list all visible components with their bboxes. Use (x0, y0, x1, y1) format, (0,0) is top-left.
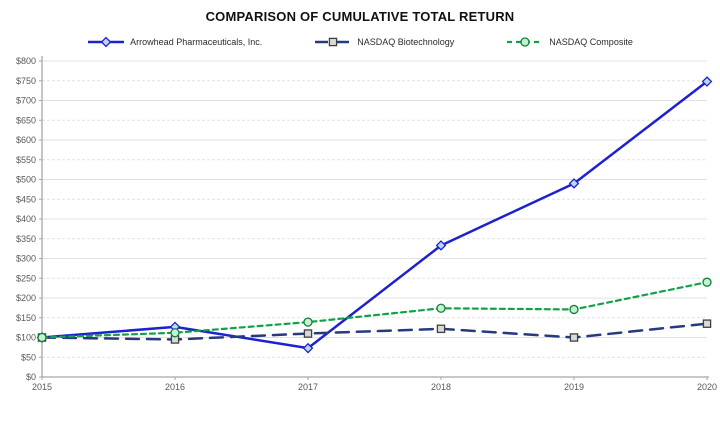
legend-item-3: NASDAQ Composite (506, 36, 633, 48)
data-point-marker (302, 342, 314, 354)
legend-item-2: NASDAQ Biotechnology (314, 36, 454, 48)
y-tick-label: $650 (16, 115, 36, 125)
y-tick-label: $400 (16, 214, 36, 224)
series-line-1 (40, 80, 709, 350)
y-tick-label: $600 (16, 135, 36, 145)
y-tick-label: $750 (16, 76, 36, 86)
y-tick-label: $800 (16, 56, 36, 66)
series-line-3 (40, 281, 709, 339)
data-point-marker (568, 178, 580, 189)
legend-label: Arrowhead Pharmaceuticals, Inc. (130, 37, 263, 47)
chart-legend: Arrowhead Pharmaceuticals, Inc. NASDAQ Bi… (0, 34, 720, 50)
data-point-marker (569, 304, 579, 315)
y-tick-label: $250 (16, 273, 36, 283)
y-tick-label: $300 (16, 254, 36, 264)
data-point-marker (436, 303, 446, 313)
y-tick-label: $450 (16, 194, 36, 204)
y-tick-label: $50 (21, 352, 36, 362)
x-tick-label: 2017 (298, 382, 318, 392)
y-tick-label: $200 (16, 293, 36, 303)
data-point-marker (303, 317, 313, 327)
y-tick-label: $0 (26, 372, 36, 382)
y-tick-label: $700 (16, 96, 36, 106)
legend-label: NASDAQ Composite (549, 37, 633, 47)
data-point-marker (328, 37, 338, 47)
x-tick-label: 2018 (431, 382, 451, 392)
x-tick-label: 2020 (697, 382, 717, 392)
x-tick-label: 2016 (165, 382, 185, 392)
y-tick-label: $550 (16, 155, 36, 165)
data-point-marker (435, 240, 447, 251)
data-point-marker (37, 332, 47, 343)
y-tick-label: $150 (16, 313, 36, 323)
legend-swatch-icon (315, 37, 352, 47)
data-point-marker (702, 277, 712, 287)
legend-swatch-icon (507, 37, 544, 47)
legend-swatch-icon (88, 36, 125, 48)
data-point-marker (436, 324, 446, 334)
chart-title: COMPARISON OF CUMULATIVE TOTAL RETURN (205, 9, 515, 24)
data-point-marker (569, 333, 579, 342)
y-tick-label: $100 (16, 333, 36, 343)
series-line-2 (40, 322, 709, 341)
data-point-marker (702, 319, 712, 328)
legend-label: NASDAQ Biotechnology (357, 37, 455, 47)
y-tick-label: $350 (16, 234, 36, 244)
data-point-marker (520, 37, 530, 47)
data-point-marker (100, 36, 112, 48)
data-point-marker (701, 76, 713, 87)
x-tick-label: 2015 (32, 382, 52, 392)
x-tick-label: 2019 (564, 382, 584, 392)
legend-item-1: Arrowhead Pharmaceuticals, Inc. (87, 36, 262, 48)
data-point-marker (303, 329, 313, 338)
data-point-marker (170, 328, 180, 338)
y-tick-label: $500 (16, 175, 36, 185)
